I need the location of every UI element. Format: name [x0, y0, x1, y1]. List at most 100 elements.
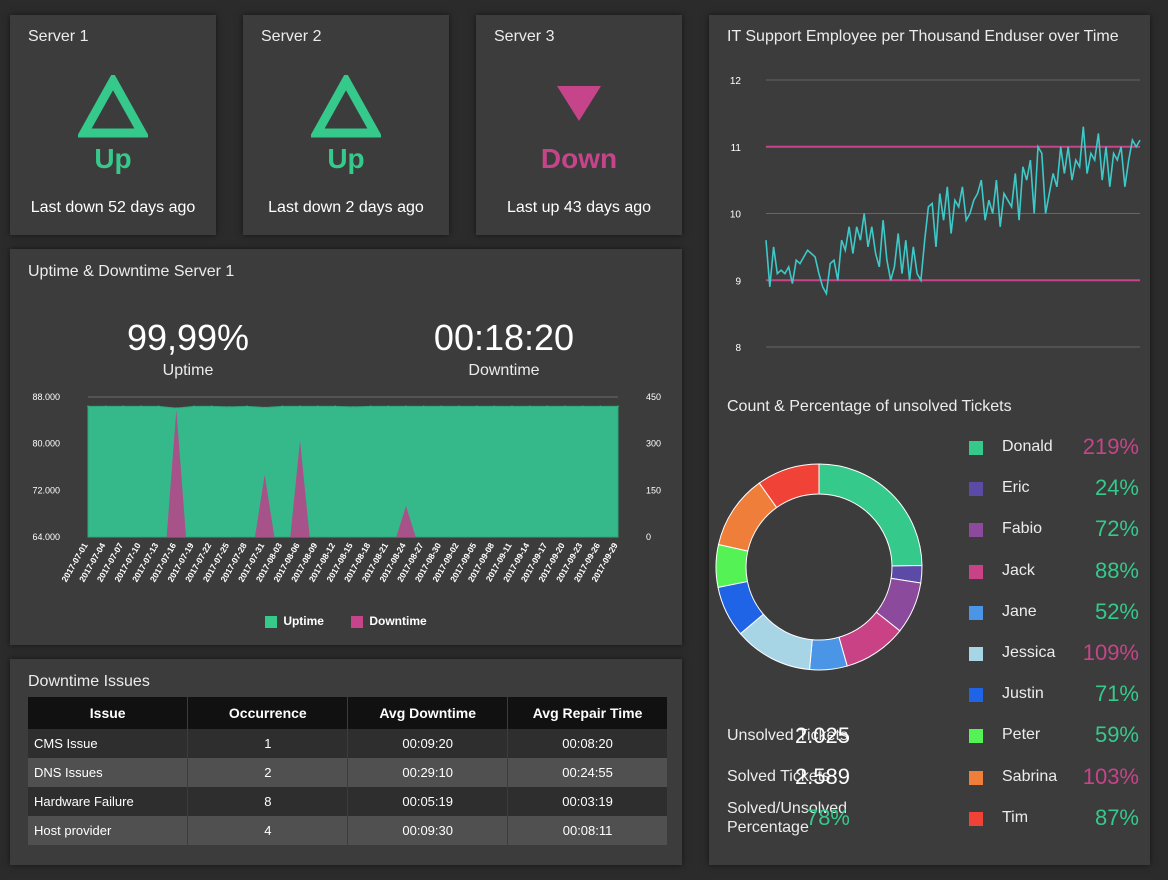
legend-percentage: 24%	[1094, 475, 1139, 501]
legend-swatch	[969, 770, 983, 785]
legend-name: Jessica	[1002, 644, 1056, 661]
table-cell: DNS Issues	[28, 758, 189, 787]
legend-label-downtime: Downtime	[369, 614, 427, 628]
legend-item-downtime[interactable]: Downtime	[351, 614, 427, 628]
table-cell: Host provider	[28, 816, 189, 845]
y-left-tick-label: 88.000	[32, 392, 60, 402]
legend-item-peter[interactable]: Peter 59%	[969, 722, 1139, 748]
server-2-note: Last down 2 days ago	[268, 199, 424, 216]
y-tick-label: 12	[730, 76, 742, 87]
y-right-tick-label: 450	[646, 392, 661, 402]
legend-item-eric[interactable]: Eric 24%	[969, 475, 1139, 501]
y-right-tick-label: 300	[646, 439, 661, 449]
legend-item-sabrina[interactable]: Sabrina 103%	[969, 764, 1139, 790]
uptime-point	[316, 405, 319, 408]
table-cell: 00:03:19	[507, 787, 668, 816]
legend-swatch	[969, 441, 983, 455]
uptime-label: Uptime	[162, 362, 214, 379]
server-1-title: Server 1	[28, 28, 89, 45]
legend-percentage: 59%	[1094, 722, 1139, 748]
legend-percentage: 219%	[1082, 434, 1139, 459]
right-panel: IT Support Employee per Thousand Enduser…	[709, 15, 1150, 865]
uptime-point	[193, 405, 195, 408]
legend-item-justin[interactable]: Justin 71%	[969, 681, 1139, 707]
uptime-point	[458, 405, 460, 408]
solved-tickets-label: Solved Tickets	[727, 768, 831, 785]
uptime-value: 99,99%	[126, 317, 250, 358]
uptime-point	[546, 405, 549, 408]
uptime-point	[564, 405, 566, 408]
y-tick-label: 8	[735, 343, 741, 354]
legend-item-jessica[interactable]: Jessica 109%	[969, 640, 1139, 666]
it-support-line-chart: 12 11 10 9 8	[730, 76, 1141, 354]
table-row: DNS Issues 2 00:29:10 00:24:55	[28, 758, 668, 787]
legend-swatch	[969, 482, 983, 497]
legend-swatch	[969, 729, 983, 744]
table-cell: 2	[187, 758, 349, 787]
uptime-point	[352, 406, 354, 408]
it-support-series-line	[765, 126, 1141, 297]
legend-item-tim[interactable]: Tim 87%	[969, 805, 1139, 831]
legend-name: Jane	[1002, 602, 1037, 620]
uptime-point	[440, 405, 443, 408]
server-2-panel: Server 2 Up Last down 2 days ago	[243, 15, 449, 235]
unsolved-tickets-label: Unsolved Tickets	[727, 727, 848, 744]
table-cell: CMS Issue	[28, 729, 189, 758]
legend-name: Tim	[1002, 808, 1029, 826]
y-tick-label: 9	[735, 276, 741, 287]
legend-swatch	[969, 811, 983, 826]
uptime-point	[87, 405, 89, 408]
legend-swatch	[969, 605, 983, 620]
col-header-avg-repair-time[interactable]: Avg Repair Time	[507, 697, 668, 729]
server-1-panel: Server 1 Up Last down 52 days ago	[10, 15, 216, 235]
triangle-down-icon	[476, 73, 682, 133]
legend-item-donald[interactable]: Donald 219%	[969, 434, 1139, 460]
downtime-issues-table: Issue Occurrence Avg Downtime Avg Repair…	[28, 697, 668, 845]
uptime-panel: Uptime & Downtime Server 1 99,99% Uptime…	[10, 249, 682, 645]
y-left-tick-label: 64.000	[32, 532, 60, 542]
legend-item-jane[interactable]: Jane 52%	[969, 599, 1139, 625]
uptime-point	[263, 406, 266, 409]
uptime-point	[104, 405, 107, 408]
legend-name: Eric	[1002, 479, 1030, 497]
col-header-occurrence[interactable]: Occurrence	[187, 697, 349, 729]
table-cell: 00:09:20	[347, 729, 509, 758]
downtime-issues-panel: Downtime Issues Issue Occurrence Avg Dow…	[10, 659, 682, 865]
uptime-point	[617, 405, 619, 408]
legend-label-uptime: Uptime	[283, 614, 324, 628]
solved-unsolved-percentage-label: Solved/Unsolved Percentage	[727, 800, 848, 836]
uptime-panel-title: Uptime & Downtime Server 1	[28, 263, 235, 280]
table-cell: 00:05:19	[347, 787, 509, 816]
table-cell: 00:08:11	[507, 816, 668, 845]
server-2-title: Server 2	[261, 28, 322, 45]
col-header-issue[interactable]: Issue	[28, 697, 189, 729]
col-header-avg-downtime[interactable]: Avg Downtime	[347, 697, 509, 729]
server-1-status: Up	[94, 143, 132, 174]
uptime-point	[475, 405, 478, 408]
uptime-point	[140, 405, 142, 408]
uptime-point	[599, 405, 602, 408]
triangle-up-icon	[10, 71, 216, 143]
downtime-spike	[166, 409, 187, 537]
donut-slice-peter	[715, 543, 749, 588]
uptime-point	[369, 405, 372, 408]
downtime-label: Downtime	[468, 362, 540, 379]
legend-item-fabio[interactable]: Fabio 72%	[969, 516, 1139, 542]
legend-name: Justin	[1002, 685, 1044, 703]
server-3-status: Down	[540, 143, 618, 174]
legend-item-jack[interactable]: Jack 88%	[969, 558, 1139, 584]
legend-swatch	[969, 564, 983, 579]
y-left-tick-label: 72.000	[32, 485, 60, 495]
uptime-point	[405, 405, 407, 408]
uptime-point	[228, 406, 231, 408]
server-1-note: Last down 52 days ago	[30, 199, 196, 216]
triangle-up-icon	[243, 71, 449, 143]
uptime-point	[387, 405, 390, 408]
legend-percentage: 72%	[1094, 516, 1139, 542]
it-support-chart-title: IT Support Employee per Thousand Enduser…	[727, 28, 1119, 45]
y-left-tick-label: 80.000	[32, 439, 60, 449]
legend-item-uptime[interactable]: Uptime	[265, 614, 324, 628]
downtime-value: 00:18:20	[433, 317, 575, 358]
uptime-point	[157, 405, 160, 408]
uptime-point	[246, 405, 248, 408]
